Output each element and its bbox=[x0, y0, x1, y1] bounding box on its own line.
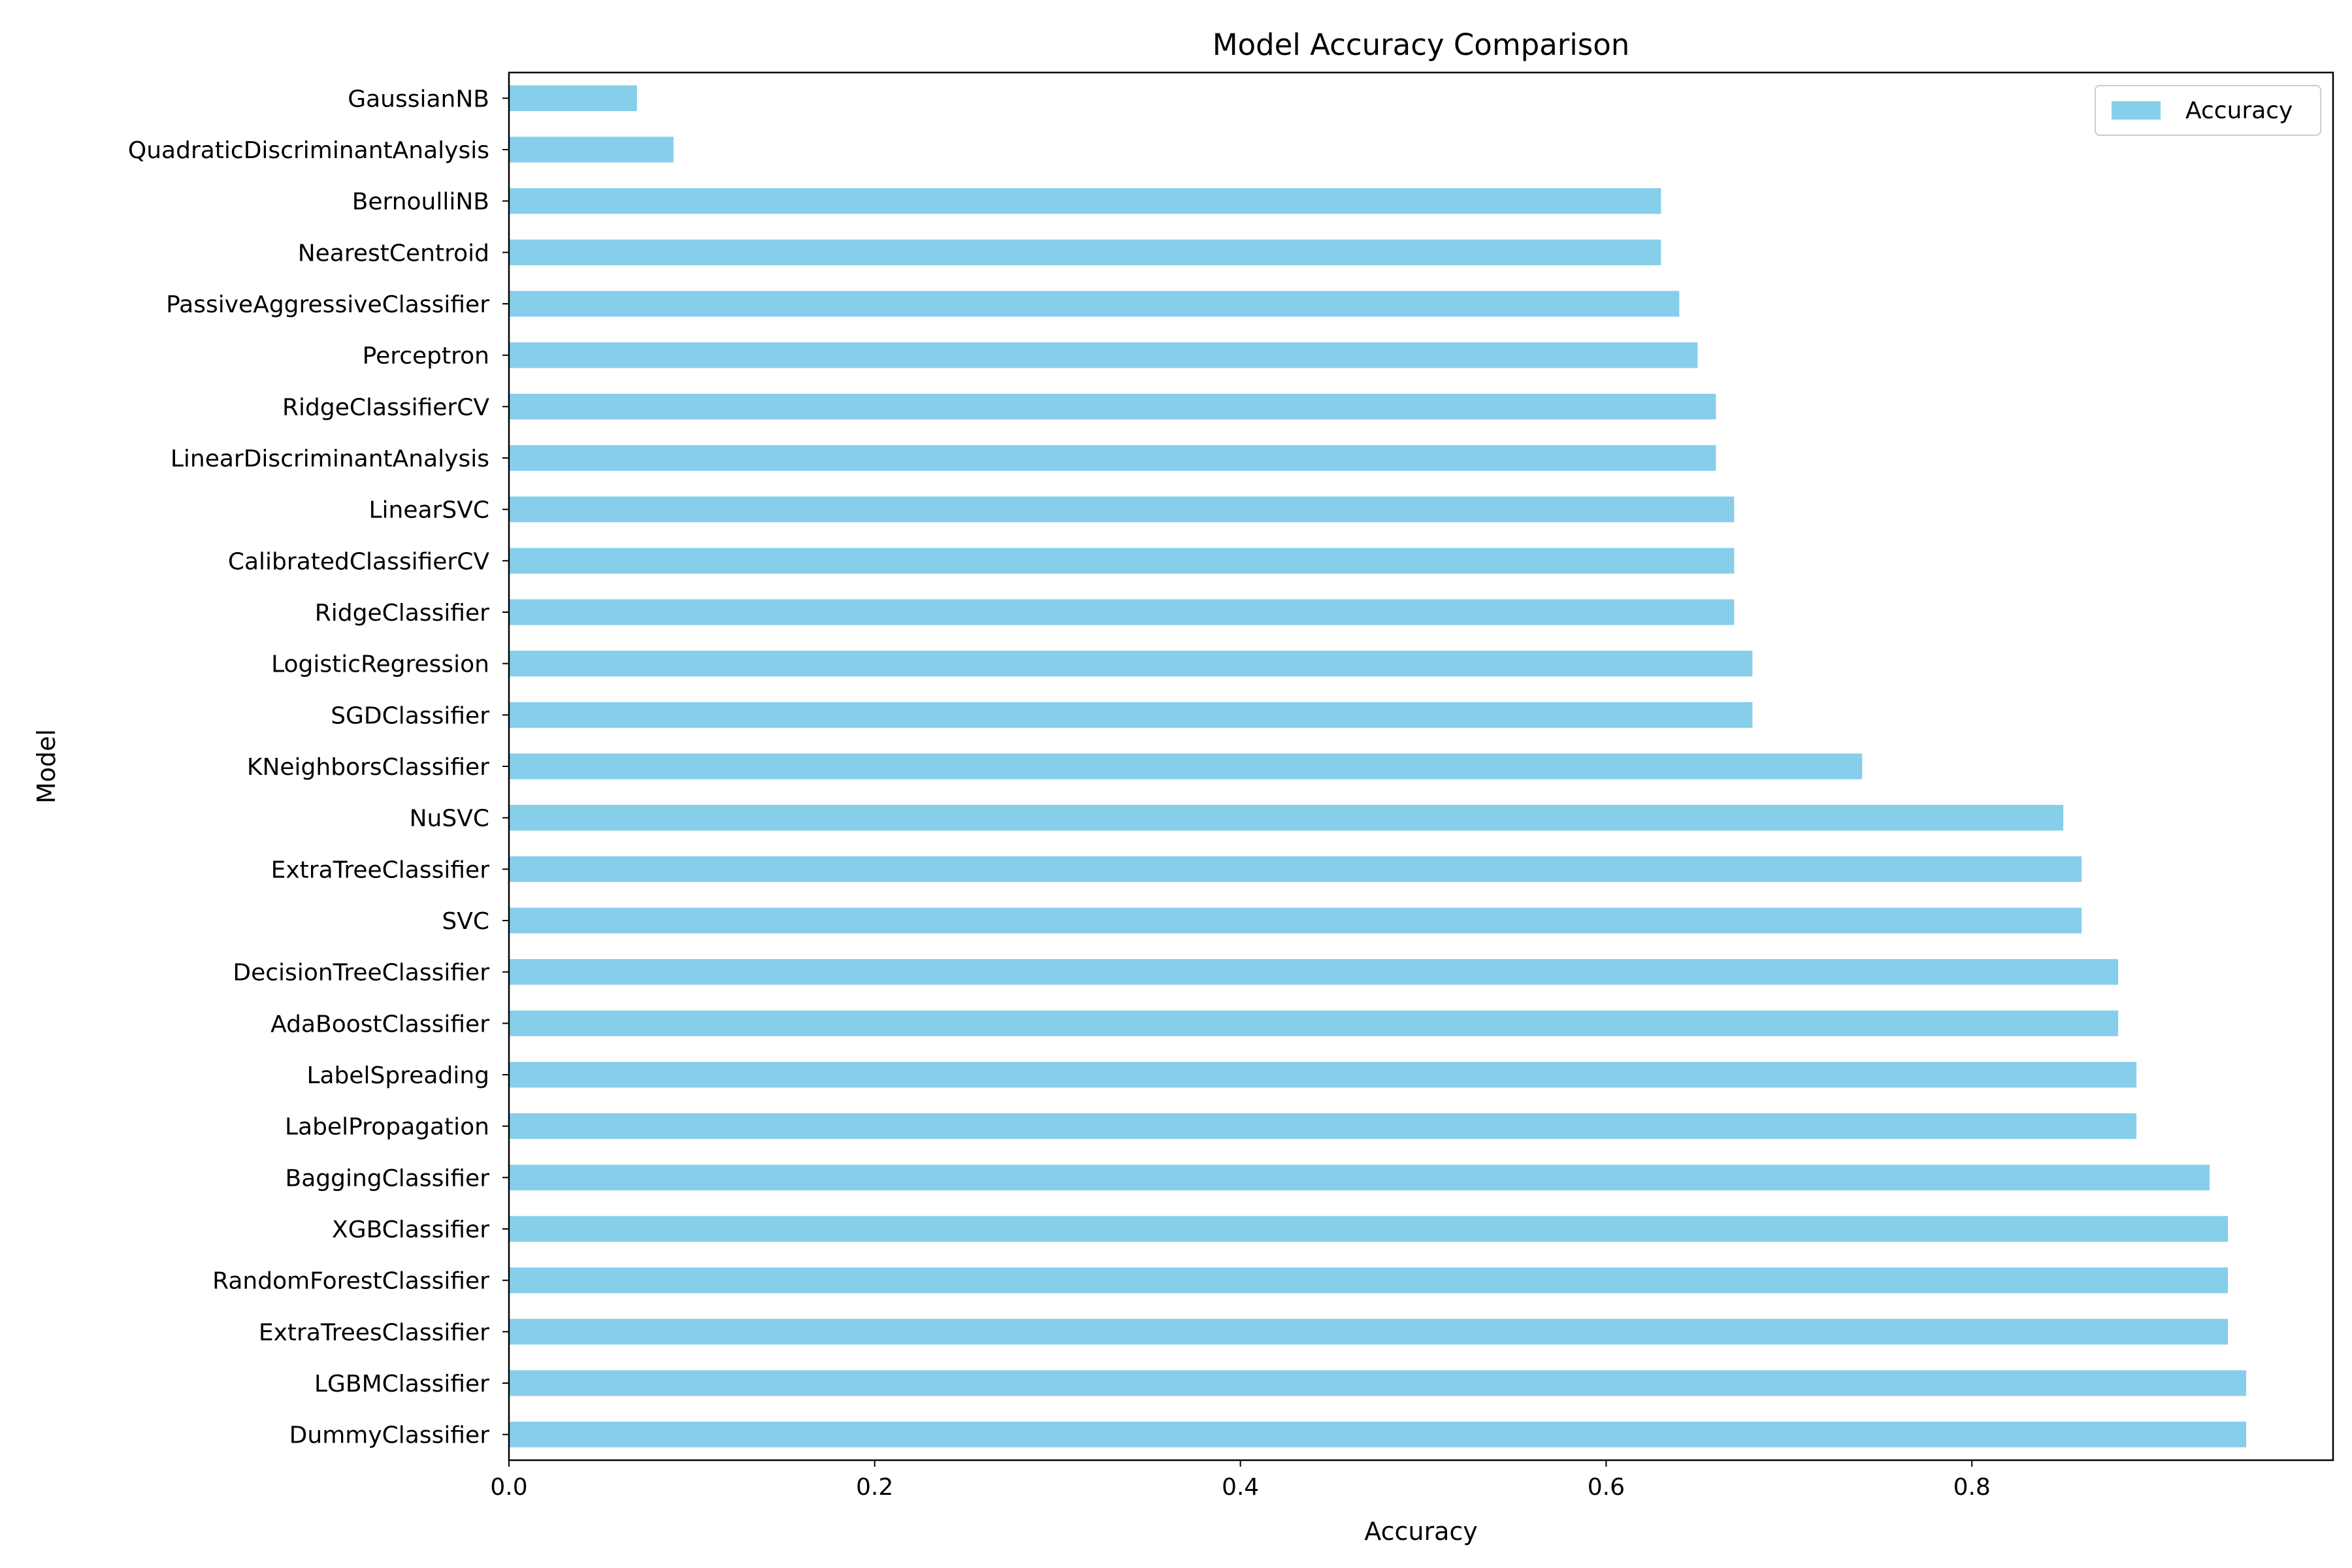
y-tick-label: QuadraticDiscriminantAnalysis bbox=[128, 137, 489, 164]
bar-DummyClassifier bbox=[509, 1422, 2247, 1448]
y-tick-label: SGDClassifier bbox=[331, 702, 489, 729]
x-axis-ticks: 0.0 0.2 0.4 0.6 0.8 bbox=[490, 1460, 1991, 1501]
x-tick-label: 0.0 bbox=[490, 1474, 527, 1501]
y-tick-label: LogisticRegression bbox=[271, 651, 489, 678]
y-tick-label: LabelPropagation bbox=[285, 1114, 489, 1141]
plot-frame bbox=[508, 71, 2334, 1462]
y-tick-label: RidgeClassifierCV bbox=[282, 394, 489, 421]
y-tick-label: BaggingClassifier bbox=[286, 1165, 490, 1192]
bar-KNeighborsClassifier bbox=[509, 753, 1863, 779]
bars-group bbox=[509, 85, 2247, 1448]
bar-QuadraticDiscriminantAnalysis bbox=[509, 137, 674, 163]
y-axis-title: Model bbox=[32, 729, 61, 804]
bar-LabelSpreading bbox=[509, 1062, 2137, 1088]
y-tick-label: LinearDiscriminantAnalysis bbox=[171, 446, 489, 472]
y-tick-label: RidgeClassifier bbox=[315, 600, 489, 627]
bar-LinearDiscriminantAnalysis bbox=[509, 445, 1716, 471]
bar-XGBClassifier bbox=[509, 1216, 2229, 1242]
bar-ExtraTreeClassifier bbox=[509, 856, 2082, 882]
legend-swatch bbox=[2112, 101, 2161, 120]
bar-Perceptron bbox=[509, 342, 1698, 368]
bar-GaussianNB bbox=[509, 85, 637, 111]
bar-LabelPropagation bbox=[509, 1113, 2137, 1139]
y-tick-label: DummyClassifier bbox=[289, 1422, 490, 1449]
y-tick-label: Perceptron bbox=[363, 343, 489, 370]
legend-label: Accuracy bbox=[2185, 97, 2293, 124]
bar-SVC bbox=[509, 907, 2082, 934]
y-tick-label: ExtraTreesClassifier bbox=[259, 1319, 489, 1346]
x-tick-label: 0.6 bbox=[1588, 1474, 1625, 1501]
y-tick-label: NearestCentroid bbox=[298, 240, 489, 267]
chart-title: Model Accuracy Comparison bbox=[1213, 27, 1630, 62]
x-axis-title: Accuracy bbox=[1364, 1517, 1478, 1546]
y-tick-label: PassiveAggressiveClassifier bbox=[166, 291, 489, 318]
y-tick-label: XGBClassifier bbox=[332, 1217, 489, 1243]
bar-NearestCentroid bbox=[509, 239, 1661, 265]
x-tick-label: 0.8 bbox=[1953, 1474, 1991, 1501]
y-tick-label: CalibratedClassifierCV bbox=[228, 548, 490, 575]
y-tick-label: LabelSpreading bbox=[306, 1062, 489, 1089]
y-tick-label: AdaBoostClassifier bbox=[270, 1011, 489, 1037]
y-tick-label: LinearSVC bbox=[369, 497, 490, 524]
bar-ExtraTreesClassifier bbox=[509, 1318, 2229, 1345]
bar-RidgeClassifierCV bbox=[509, 393, 1716, 419]
y-tick-label: ExtraTreeClassifier bbox=[271, 857, 490, 883]
bar-SGDClassifier bbox=[509, 702, 1753, 728]
x-tick-label: 0.2 bbox=[856, 1474, 893, 1501]
bar-BaggingClassifier bbox=[509, 1164, 2210, 1190]
bar-LogisticRegression bbox=[509, 651, 1753, 677]
bar-DecisionTreeClassifier bbox=[509, 959, 2119, 985]
legend-box bbox=[2095, 85, 2321, 136]
bar-BernoulliNB bbox=[509, 188, 1661, 214]
bar-PassiveAggressiveClassifier bbox=[509, 291, 1680, 317]
y-tick-label: GaussianNB bbox=[348, 86, 489, 112]
bar-LGBMClassifier bbox=[509, 1370, 2247, 1396]
legend: Accuracy bbox=[2095, 85, 2321, 136]
y-tick-label: KNeighborsClassifier bbox=[247, 754, 489, 781]
bar-CalibratedClassifierCV bbox=[509, 547, 1735, 574]
bar-RidgeClassifier bbox=[509, 599, 1735, 625]
y-tick-label: DecisionTreeClassifier bbox=[233, 960, 489, 987]
y-tick-label: RandomForestClassifier bbox=[212, 1268, 489, 1295]
y-tick-label: NuSVC bbox=[410, 806, 489, 832]
y-tick-label: SVC bbox=[442, 908, 489, 935]
y-tick-label: BernoulliNB bbox=[352, 189, 489, 216]
x-tick-label: 0.4 bbox=[1222, 1474, 1259, 1501]
bar-AdaBoostClassifier bbox=[509, 1010, 2119, 1036]
bar-RandomForestClassifier bbox=[509, 1267, 2229, 1294]
y-tick-label: LGBMClassifier bbox=[314, 1371, 489, 1397]
bar-LinearSVC bbox=[509, 497, 1735, 523]
bar-NuSVC bbox=[509, 805, 2064, 831]
y-axis-ticks: DummyClassifier LGBMClassifier ExtraTreesC… bbox=[128, 86, 509, 1449]
